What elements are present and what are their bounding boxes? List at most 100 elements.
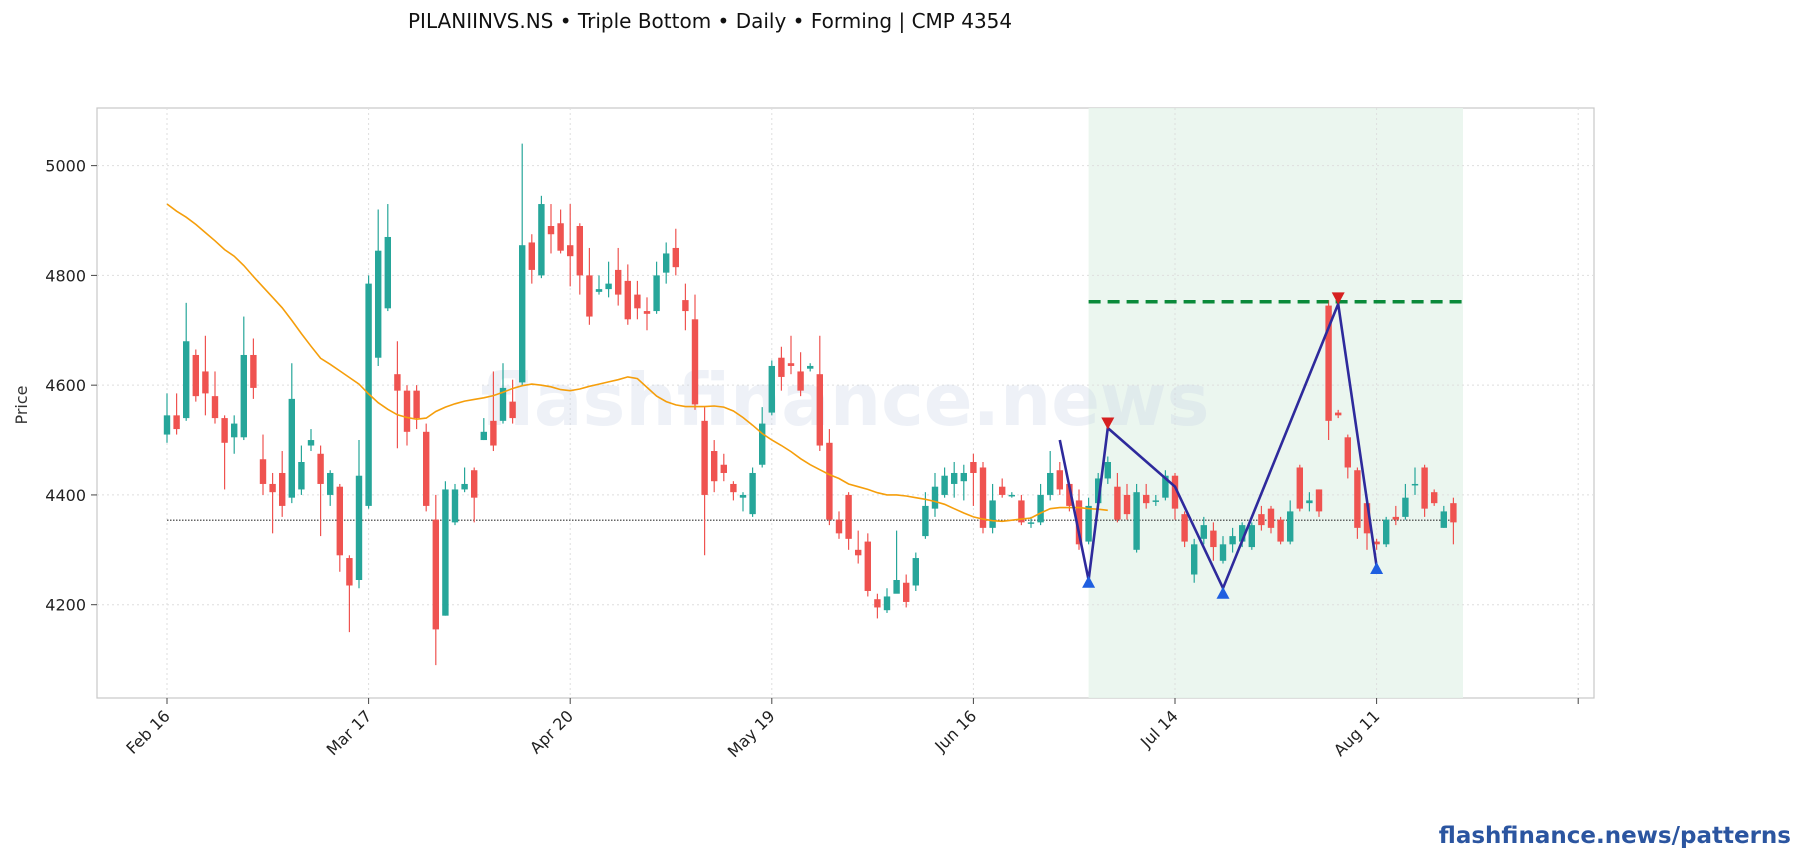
candle-body xyxy=(739,494,747,498)
candle-body xyxy=(1344,437,1351,468)
candle-body xyxy=(749,472,756,515)
candle-body xyxy=(432,519,439,630)
plot-area: flashfinance.news xyxy=(96,107,1595,699)
candle-body xyxy=(912,558,919,586)
y-tick-label: 5000 xyxy=(45,157,86,176)
candle-body xyxy=(451,489,459,523)
trough-marker xyxy=(1370,562,1384,575)
candle-body xyxy=(288,398,295,498)
candle-body xyxy=(499,387,507,421)
candle-body xyxy=(759,423,766,465)
candle-body xyxy=(1325,305,1332,421)
y-tick-label: 4800 xyxy=(45,266,86,285)
candle-body xyxy=(442,489,449,616)
candle-body xyxy=(682,300,689,312)
candle-body xyxy=(1258,514,1265,526)
candle-body xyxy=(1143,494,1150,504)
candle-body xyxy=(1450,503,1457,523)
candle-body xyxy=(826,442,833,520)
candle-body xyxy=(557,223,564,251)
candle-body xyxy=(538,204,545,276)
candle-body xyxy=(1354,470,1361,528)
candle-body xyxy=(576,226,583,276)
candle-body xyxy=(903,582,910,602)
candle-body xyxy=(720,464,727,473)
x-axis: Feb 16 Mar 17 Apr 20 May 19 Jun 16 Jul 14 Aug … xyxy=(122,698,1579,761)
candle-body xyxy=(1315,489,1323,512)
chart-title: PILANIINVS.NS • Triple Bottom • Daily • … xyxy=(408,9,1012,33)
candle-body xyxy=(1200,525,1207,539)
candle-body xyxy=(547,226,555,235)
candle-body xyxy=(624,280,631,320)
candle-body xyxy=(989,500,996,528)
candle-body xyxy=(951,472,958,484)
candle-body xyxy=(730,483,737,493)
candle-body xyxy=(192,354,199,397)
candle-body xyxy=(605,283,612,290)
candle-body xyxy=(941,475,948,495)
candle-body xyxy=(1296,467,1303,509)
candle-body xyxy=(874,599,881,608)
candle-body xyxy=(883,596,891,611)
candle-body xyxy=(787,363,795,366)
footer-link[interactable]: flashfinance.news/patterns xyxy=(1439,823,1791,849)
candle-body xyxy=(173,415,180,430)
candle-body xyxy=(567,245,574,257)
x-tick-label: Feb 16 xyxy=(122,706,173,757)
candle-body xyxy=(1411,483,1419,486)
candle-body xyxy=(1152,500,1159,502)
candle-body xyxy=(298,462,305,490)
moving-average xyxy=(166,203,1108,523)
candle-body xyxy=(1075,500,1083,545)
moving-average-line xyxy=(166,203,1108,523)
candle-body xyxy=(1239,525,1246,542)
candle-body xyxy=(384,236,391,309)
candle-body xyxy=(1133,492,1140,550)
candle-body xyxy=(807,365,814,369)
candle-body xyxy=(1104,462,1111,479)
candle-body xyxy=(768,365,775,413)
candle-body xyxy=(1363,503,1371,534)
candle-body xyxy=(211,396,219,419)
candle-body xyxy=(1008,494,1015,497)
candle-body xyxy=(1018,500,1025,523)
candle-body xyxy=(1162,475,1169,498)
candle-body xyxy=(1056,470,1063,490)
candle-body xyxy=(1085,505,1092,542)
candle-body xyxy=(778,357,785,377)
y-tick-label: 4400 xyxy=(45,486,86,505)
candle-body xyxy=(1191,544,1198,575)
candle-body xyxy=(317,453,324,484)
watermark: flashfinance.news xyxy=(481,358,1210,442)
candle-body xyxy=(1440,511,1447,528)
candle-body xyxy=(413,390,420,419)
candle-body xyxy=(960,472,967,482)
candle-body xyxy=(221,418,228,443)
candle-body xyxy=(1306,500,1313,504)
candle-body xyxy=(1373,541,1380,545)
candle-body xyxy=(922,505,929,537)
candle-body xyxy=(845,494,852,539)
candle-body xyxy=(461,483,468,490)
candle-body xyxy=(1248,525,1255,548)
candle-body xyxy=(864,541,871,591)
candle-body xyxy=(423,431,430,506)
candle-body xyxy=(1421,467,1428,509)
candle-body xyxy=(672,247,679,268)
candle-body xyxy=(893,580,900,594)
candle-body xyxy=(615,269,622,295)
candle-body xyxy=(999,486,1006,495)
x-tick-label: May 19 xyxy=(724,706,779,761)
candle-body xyxy=(653,275,660,312)
candle-body xyxy=(279,472,286,506)
x-tick-label: Jul 14 xyxy=(1136,706,1182,752)
candle-body xyxy=(1335,412,1342,416)
candle-body xyxy=(595,289,603,292)
candle-body xyxy=(1095,478,1102,504)
peak-marker xyxy=(1331,292,1345,305)
x-tick-label: Aug 11 xyxy=(1330,706,1384,760)
candle-body xyxy=(183,341,190,419)
candle-body xyxy=(528,242,535,270)
candle-body xyxy=(1066,483,1073,506)
grid-lines xyxy=(97,108,1594,698)
